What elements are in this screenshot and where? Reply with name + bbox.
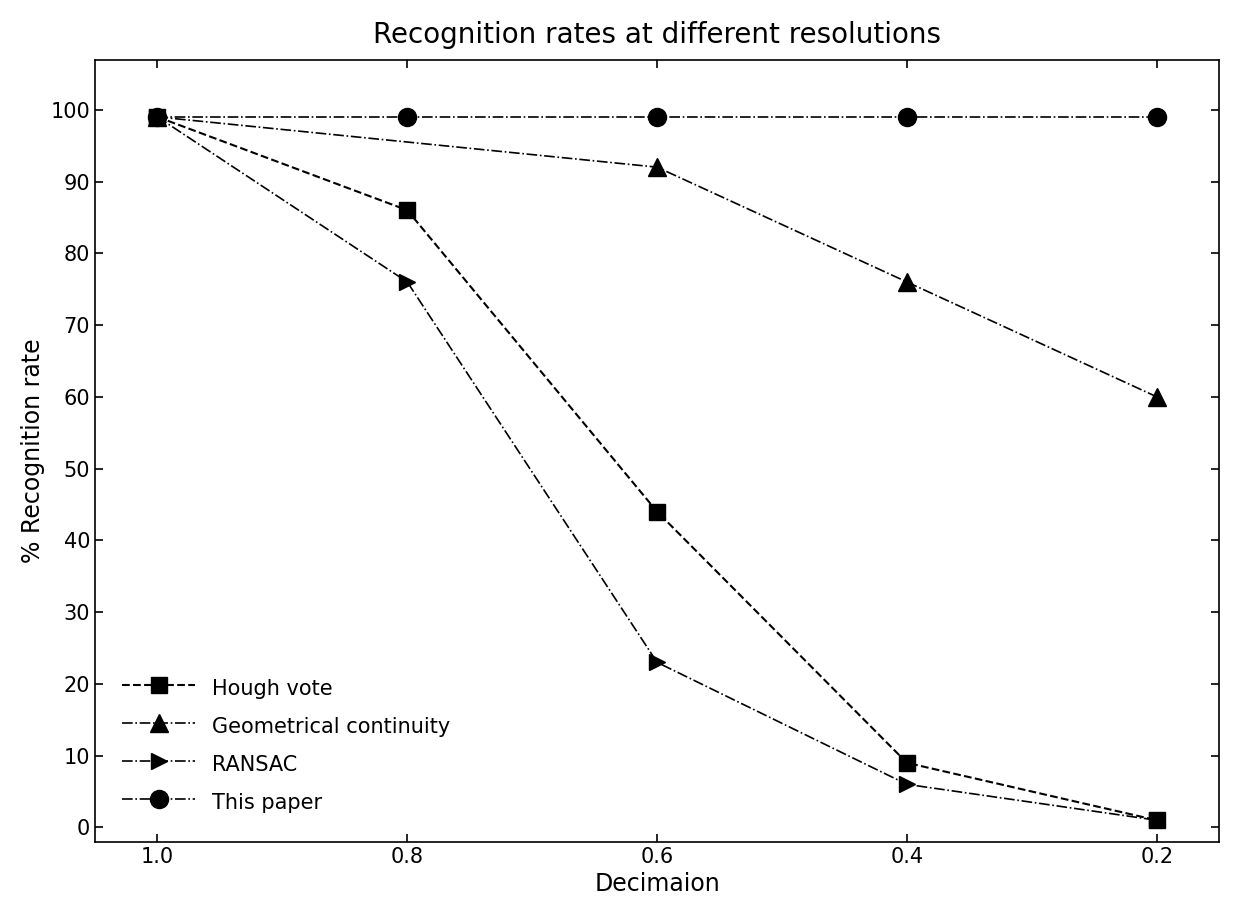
This paper [399,111,414,122]
This paper [150,111,165,122]
RANSAC [150,111,165,122]
Legend: Hough vote, Geometrical continuity, RANSAC, This paper: Hough vote, Geometrical continuity, RANS… [105,658,466,832]
Title: Recognition rates at different resolutions: Recognition rates at different resolutio… [373,21,941,49]
Hough vote [399,204,414,215]
Geometrical continuity [650,161,665,172]
Geometrical continuity [1149,392,1164,403]
RANSAC [650,657,665,668]
Y-axis label: % Recognition rate: % Recognition rate [21,338,45,563]
This paper [899,111,914,122]
RANSAC [1149,814,1164,825]
RANSAC [399,276,414,287]
Hough vote [899,757,914,768]
This paper [650,111,665,122]
Line: RANSAC: RANSAC [150,109,1164,828]
RANSAC [899,779,914,790]
Hough vote [150,111,165,122]
X-axis label: Decimaion: Decimaion [594,872,720,896]
Geometrical continuity [150,111,165,122]
Line: Hough vote: Hough vote [150,109,1164,828]
Geometrical continuity [899,276,914,287]
Hough vote [1149,814,1164,825]
Line: This paper: This paper [149,108,1166,126]
This paper [1149,111,1164,122]
Hough vote [650,506,665,517]
Line: Geometrical continuity: Geometrical continuity [149,108,1166,406]
